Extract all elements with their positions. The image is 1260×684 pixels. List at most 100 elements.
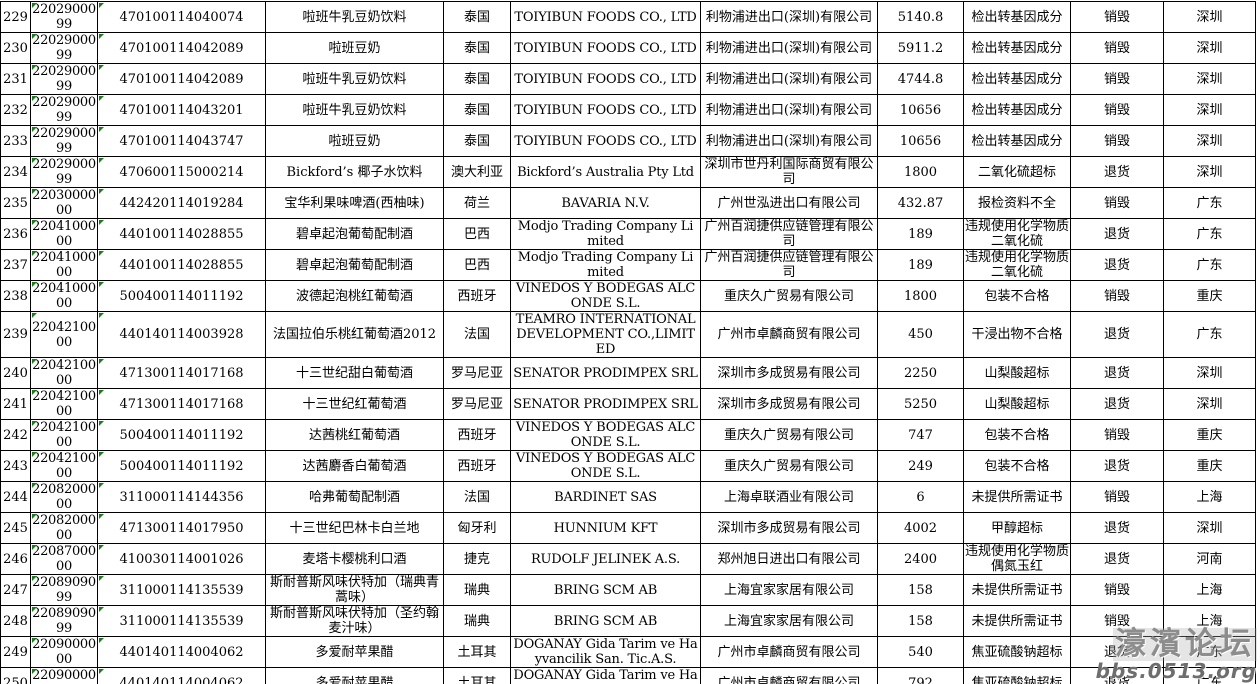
cell-product-name: 法国拉伯乐桃红葡萄酒2012: [265, 311, 444, 358]
table-row: 233 2202900099 470100114043747 啦班豆奶 泰国 TOIYIB…: [0, 125, 1256, 157]
cell-importer: 深圳市多成贸易有限公司: [700, 388, 878, 420]
table-row: 237 2204100000 440100114028855 碧卓起泡葡萄配制酒 巴西 M…: [0, 249, 1256, 281]
cell-disposal-method: 销毁: [1070, 94, 1164, 126]
cell-region: 河南: [1163, 543, 1256, 575]
cell-origin-country: 匈牙利: [443, 512, 511, 544]
cell-row-number: 245: [0, 512, 31, 544]
cell-manufacturer: TEAMRO INTERNATIONAL DEVELOPMENT CO.,LIM…: [510, 311, 701, 358]
table-row: 229 2202900099 470100114040074 啦班牛乳豆奶饮料 泰国 TO…: [0, 1, 1256, 33]
cell-manufacturer: RUDOLF JELINEK A.S.: [510, 543, 701, 575]
cell-corner-flag-icon: [32, 390, 37, 395]
table-row: 248 2208909099 311000114135539 斯耐普斯风味伏特加（圣约…: [0, 605, 1256, 637]
table-row: 231 2202900099 470100114042089 啦班牛乳豆奶饮料 泰国 TO…: [0, 63, 1256, 95]
cell-origin-country: 泰国: [443, 1, 511, 33]
cell-disposal-method: 销毁: [1070, 605, 1164, 637]
cell-importer: 广州世泓进出口有限公司: [700, 187, 878, 219]
cell-unqualified-reason: 干浸出物不合格: [963, 311, 1071, 358]
cell-unqualified-reason: 违规使用化学物质二氧化硫: [963, 249, 1071, 281]
cell-product-name: 啦班牛乳豆奶饮料: [265, 94, 444, 126]
table-row: 235 2203000000 442420114019284 宝华利果味啤酒(西柚味)…: [0, 187, 1256, 219]
cell-corner-flag-icon: [32, 282, 37, 287]
cell-hs-code: 2208909099: [30, 605, 98, 637]
cell-unqualified-reason: 未提供所需证书: [963, 481, 1071, 513]
cell-disposal-method: 销毁: [1070, 280, 1164, 312]
cell-hs-code: 2209000000: [30, 667, 98, 684]
cell-corner-flag-icon: [32, 576, 37, 581]
cell-hs-code: 2204210000: [30, 311, 98, 358]
cell-corner-flag-icon: [99, 514, 104, 519]
cell-registration-number: 440100114028855: [97, 249, 266, 281]
cell-registration-number: 440140114004062: [97, 667, 266, 684]
cell-corner-flag-icon: [32, 251, 37, 256]
cell-manufacturer: HUNNIUM KFT: [510, 512, 701, 544]
cell-corner-flag-icon: [32, 313, 37, 318]
cell-origin-country: 瑞典: [443, 605, 511, 637]
cell-corner-flag-icon: [99, 483, 104, 488]
cell-quantity: 747: [877, 419, 964, 451]
cell-unqualified-reason: 焦亚硫酸钠超标: [963, 667, 1071, 684]
cell-registration-number: 500400114011192: [97, 450, 266, 482]
cell-quantity: 6: [877, 481, 964, 513]
cell-disposal-method: 退货: [1070, 311, 1164, 358]
cell-product-name: 麦塔卡樱桃利口酒: [265, 543, 444, 575]
cell-region: 重庆: [1163, 280, 1256, 312]
cell-unqualified-reason: 包装不合格: [963, 419, 1071, 451]
cell-region: 深圳: [1163, 512, 1256, 544]
cell-row-number: 242: [0, 419, 31, 451]
table-row: 234 2202900099 470600115000214 Bickford’s 椰…: [0, 156, 1256, 188]
cell-product-name: 十三世纪红葡萄酒: [265, 388, 444, 420]
cell-importer: 上海宜家家居有限公司: [700, 574, 878, 606]
cell-product-name: 达茜麝香白葡萄酒: [265, 450, 444, 482]
cell-quantity: 792: [877, 667, 964, 684]
cell-importer: 重庆久广贸易有限公司: [700, 280, 878, 312]
cell-registration-number: 311000114135539: [97, 574, 266, 606]
cell-unqualified-reason: 未提供所需证书: [963, 574, 1071, 606]
table-row: 242 2204210000 500400114011192 达茜桃红葡萄酒 西班牙 VI…: [0, 419, 1256, 451]
cell-corner-flag-icon: [32, 607, 37, 612]
cell-product-name: 十三世纪甜白葡萄酒: [265, 357, 444, 389]
cell-importer: 利物浦进出口(深圳)有限公司: [700, 32, 878, 64]
cell-product-name: 斯耐普斯风味伏特加（瑞典青蒿味）: [265, 574, 444, 606]
cell-region: 深圳: [1163, 1, 1256, 33]
cell-region: 广东: [1163, 218, 1256, 250]
cell-row-number: 239: [0, 311, 31, 358]
cell-hs-code: 2208700000: [30, 543, 98, 575]
cell-manufacturer: Modjo Trading Company Limited: [510, 218, 701, 250]
cell-hs-code: 2204100000: [30, 280, 98, 312]
cell-manufacturer: Bickford’s Australia Pty Ltd: [510, 156, 701, 188]
cell-quantity: 4744.8: [877, 63, 964, 95]
cell-row-number: 229: [0, 1, 31, 33]
table-row: 244 2208200000 311000114144356 哈弗葡萄配制酒 法国 BAR…: [0, 481, 1256, 513]
cell-corner-flag-icon: [32, 34, 37, 39]
cell-importer: 利物浦进出口(深圳)有限公司: [700, 94, 878, 126]
cell-registration-number: 440140114003928: [97, 311, 266, 358]
cell-disposal-method: 退货: [1070, 218, 1164, 250]
cell-corner-flag-icon: [32, 127, 37, 132]
table-row: 230 2202900099 470100114042089 啦班豆奶 泰国 TOIYIB…: [0, 32, 1256, 64]
cell-registration-number: 470100114043747: [97, 125, 266, 157]
cell-quantity: 158: [877, 574, 964, 606]
cell-unqualified-reason: 焦亚硫酸钠超标: [963, 636, 1071, 668]
cell-product-name: 碧卓起泡葡萄配制酒: [265, 218, 444, 250]
cell-corner-flag-icon: [99, 158, 104, 163]
table-row: 2502209000000440140114004062多爱耐苹果醋土耳其DOG…: [0, 667, 1256, 684]
cell-hs-code: 2204100000: [30, 218, 98, 250]
cell-region: 深圳: [1163, 63, 1256, 95]
cell-origin-country: 泰国: [443, 63, 511, 95]
cell-importer: 上海宜家家居有限公司: [700, 605, 878, 637]
cell-registration-number: 311000114144356: [97, 481, 266, 513]
cell-region: 广东: [1163, 636, 1256, 668]
cell-quantity: 189: [877, 249, 964, 281]
cell-importer: 深圳市世丹利国际商贸有限公司: [700, 156, 878, 188]
cell-origin-country: 瑞典: [443, 574, 511, 606]
table-row: 245 2208200000 471300114017950 十三世纪巴林卡白兰地 匈牙…: [0, 512, 1256, 544]
cell-corner-flag-icon: [99, 127, 104, 132]
cell-hs-code: 2204210000: [30, 357, 98, 389]
table-row: 236 2204100000 440100114028855 碧卓起泡葡萄配制酒 巴西 M…: [0, 218, 1256, 250]
cell-origin-country: 西班牙: [443, 280, 511, 312]
cell-disposal-method: 退货: [1070, 388, 1164, 420]
cell-row-number: 246: [0, 543, 31, 575]
cell-corner-flag-icon: [99, 607, 104, 612]
cell-corner-flag-icon: [99, 313, 104, 318]
